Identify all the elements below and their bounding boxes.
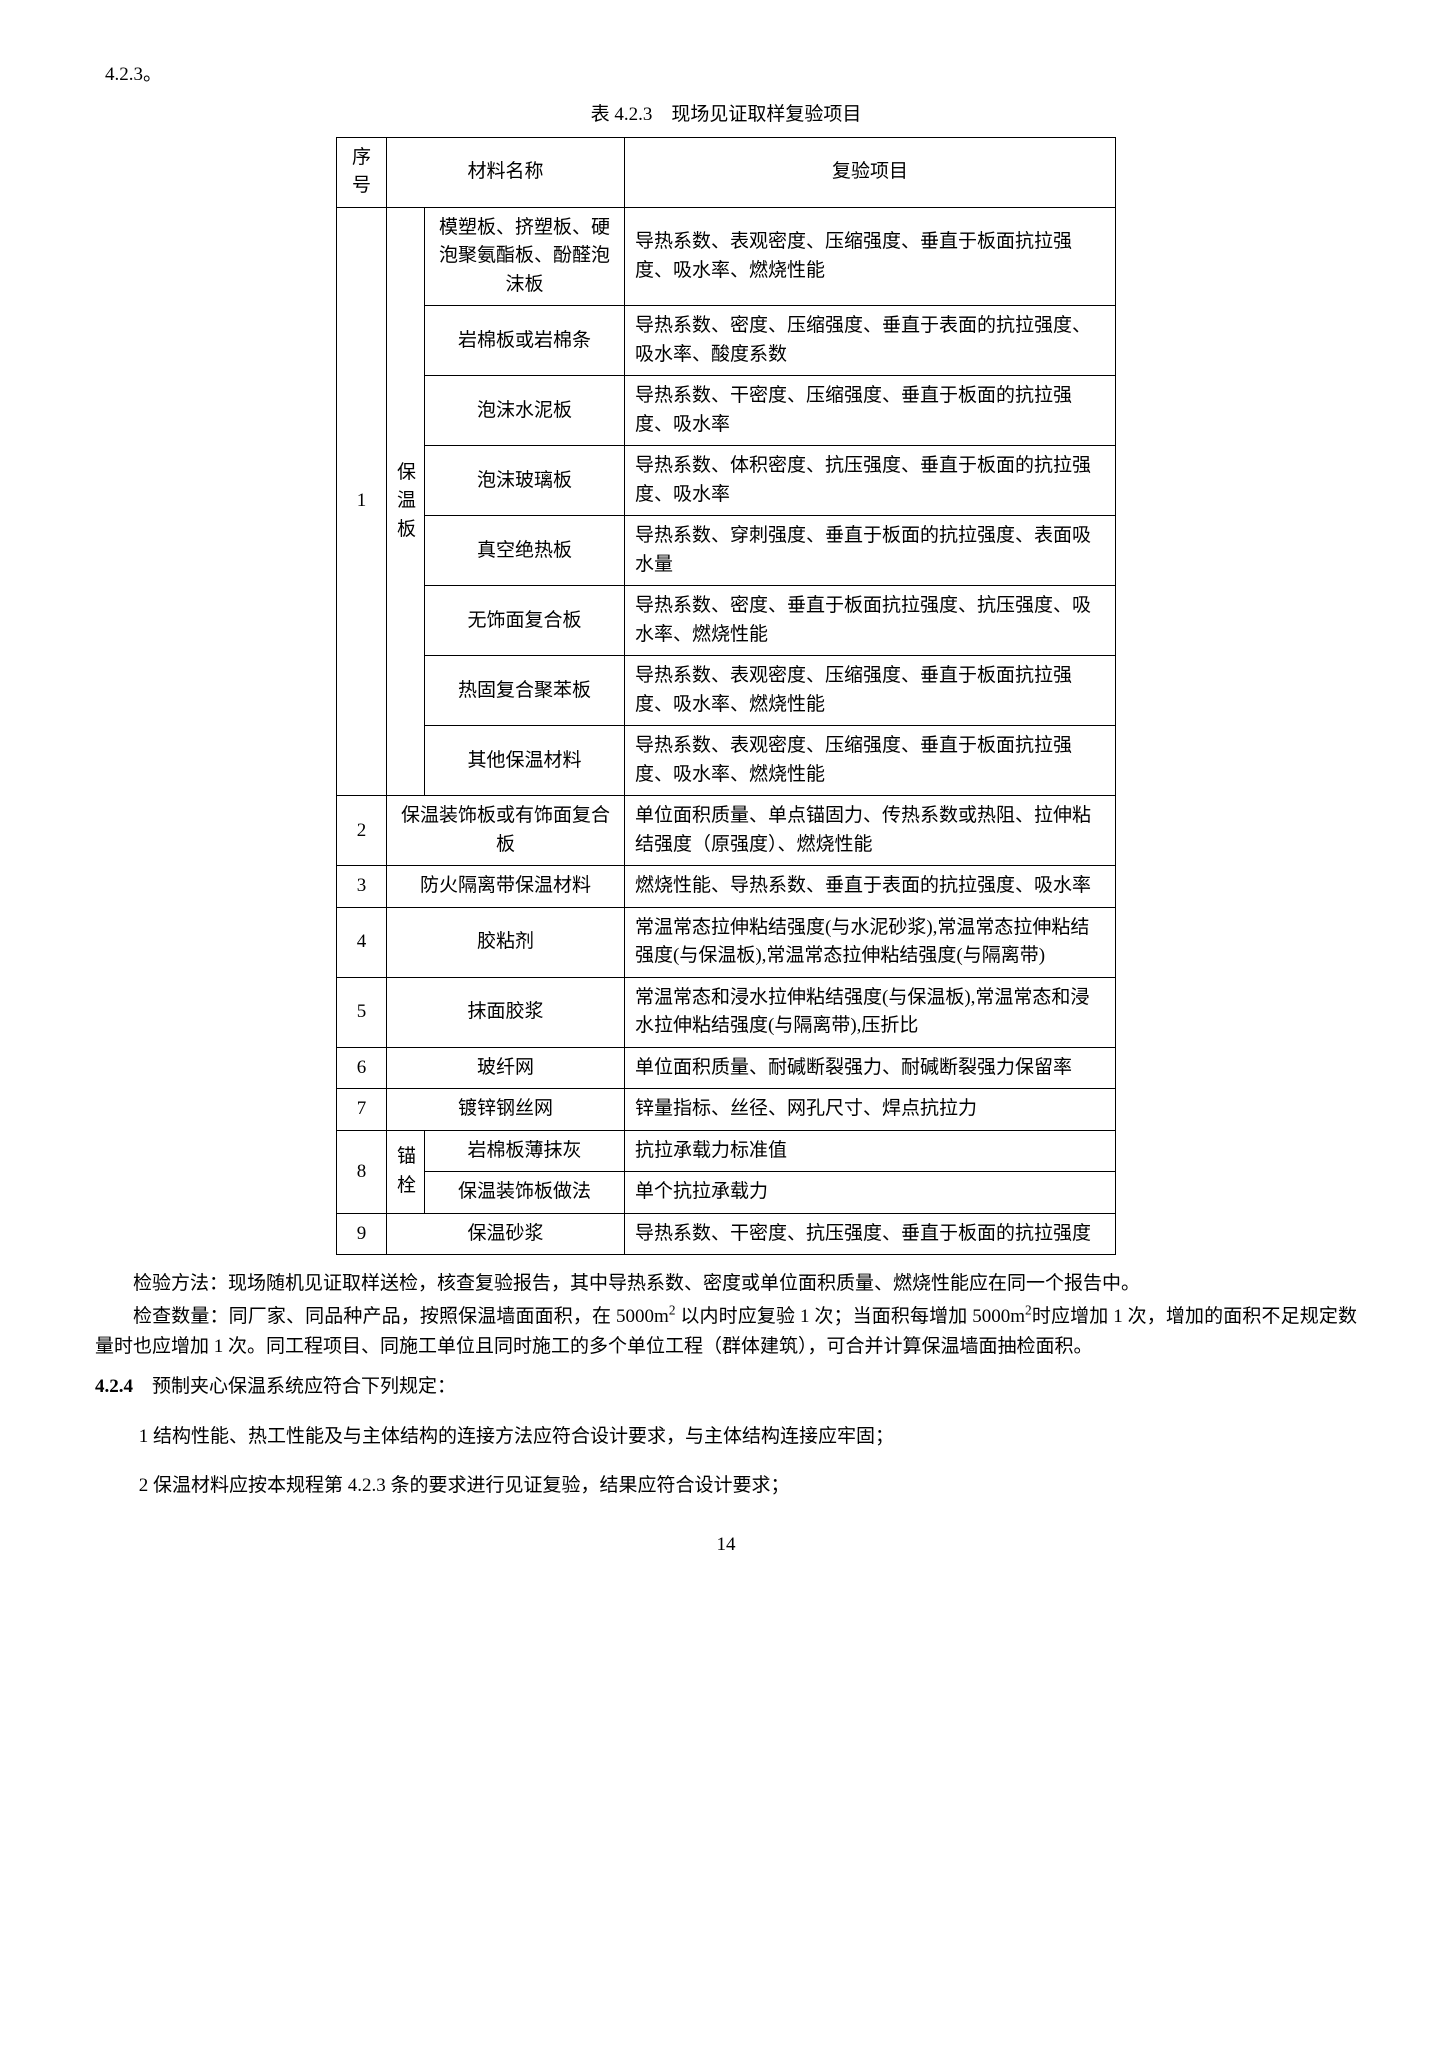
- table-title: 表 4.2.3 现场见证取样复验项目: [95, 100, 1357, 130]
- cell-material: 模塑板、挤塑板、硬泡聚氨酯板、酚醛泡沫板: [425, 207, 625, 306]
- cell-test: 单位面积质量、单点锚固力、传热系数或热阻、拉伸粘结强度（原强度）、燃烧性能: [625, 796, 1116, 866]
- table-header-row: 序号 材料名称 复验项目: [337, 137, 1116, 207]
- cell-test: 导热系数、穿刺强度、垂直于板面的抗拉强度、表面吸水量: [625, 516, 1116, 586]
- cell-test: 导热系数、干密度、压缩强度、垂直于板面的抗拉强度、吸水率: [625, 376, 1116, 446]
- cell-material: 胶粘剂: [387, 907, 625, 977]
- cell-material: 玻纤网: [387, 1047, 625, 1089]
- cell-test: 常温常态和浸水拉伸粘结强度(与保温板),常温常态和浸水拉伸粘结强度(与隔离带),…: [625, 977, 1116, 1047]
- cell-test: 导热系数、表观密度、压缩强度、垂直于板面抗拉强度、吸水率、燃烧性能: [625, 726, 1116, 796]
- clause-text: 预制夹心保温系统应符合下列规定：: [133, 1376, 456, 1397]
- cell-test: 单位面积质量、耐碱断裂强力、耐碱断裂强力保留率: [625, 1047, 1116, 1089]
- clause-number: 4.2.4: [95, 1376, 133, 1397]
- cell-seq: 3: [337, 866, 387, 908]
- cell-seq: 5: [337, 977, 387, 1047]
- cell-test: 导热系数、体积密度、抗压强度、垂直于板面的抗拉强度、吸水率: [625, 446, 1116, 516]
- table-row: 热固复合聚苯板 导热系数、表观密度、压缩强度、垂直于板面抗拉强度、吸水率、燃烧性…: [337, 656, 1116, 726]
- table-row: 其他保温材料 导热系数、表观密度、压缩强度、垂直于板面抗拉强度、吸水率、燃烧性能: [337, 726, 1116, 796]
- table-row: 1 保温板 模塑板、挤塑板、硬泡聚氨酯板、酚醛泡沫板 导热系数、表观密度、压缩强…: [337, 207, 1116, 306]
- cell-material: 岩棉板薄抹灰: [425, 1130, 625, 1172]
- cell-test: 导热系数、干密度、抗压强度、垂直于板面的抗拉强度: [625, 1213, 1116, 1255]
- cell-material: 泡沫玻璃板: [425, 446, 625, 516]
- cell-material: 真空绝热板: [425, 516, 625, 586]
- cell-material: 抹面胶浆: [387, 977, 625, 1047]
- paragraph-424: 4.2.4 预制夹心保温系统应符合下列规定：: [95, 1372, 1357, 1402]
- para2-part-a: 检查数量：同厂家、同品种产品，按照保温墙面面积，在 5000m: [133, 1306, 669, 1327]
- cell-test: 常温常态拉伸粘结强度(与水泥砂浆),常温常态拉伸粘结强度(与保温板),常温常态拉…: [625, 907, 1116, 977]
- table-row: 无饰面复合板 导热系数、密度、垂直于板面抗拉强度、抗压强度、吸水率、燃烧性能: [337, 586, 1116, 656]
- cell-material: 岩棉板或岩棉条: [425, 306, 625, 376]
- paragraph-inspection-method: 检验方法：现场随机见证取样送检，核查复验报告，其中导热系数、密度或单位面积质量、…: [95, 1269, 1357, 1299]
- cell-material: 保温装饰板或有饰面复合板: [387, 796, 625, 866]
- cell-test: 锌量指标、丝径、网孔尺寸、焊点抗拉力: [625, 1089, 1116, 1131]
- cell-material: 无饰面复合板: [425, 586, 625, 656]
- cell-test: 导热系数、表观密度、压缩强度、垂直于板面抗拉强度、吸水率、燃烧性能: [625, 656, 1116, 726]
- section-ref: 4.2.3。: [105, 60, 1357, 90]
- table-row: 真空绝热板 导热系数、穿刺强度、垂直于板面的抗拉强度、表面吸水量: [337, 516, 1116, 586]
- table-row: 保温装饰板做法 单个抗拉承载力: [337, 1172, 1116, 1214]
- table-row: 5 抹面胶浆 常温常态和浸水拉伸粘结强度(与保温板),常温常态和浸水拉伸粘结强度…: [337, 977, 1116, 1047]
- cell-seq: 7: [337, 1089, 387, 1131]
- cell-test: 燃烧性能、导热系数、垂直于表面的抗拉强度、吸水率: [625, 866, 1116, 908]
- cell-category: 锚栓: [387, 1130, 425, 1213]
- para2-part-b: 以内时应复验 1 次；当面积每增加 5000m: [675, 1306, 1025, 1327]
- th-material: 材料名称: [387, 137, 625, 207]
- list-item-1: 1 结构性能、热工性能及与主体结构的连接方法应符合设计要求，与主体结构连接应牢固…: [139, 1422, 1357, 1452]
- cell-test: 导热系数、密度、垂直于板面抗拉强度、抗压强度、吸水率、燃烧性能: [625, 586, 1116, 656]
- cell-test: 导热系数、表观密度、压缩强度、垂直于板面抗拉强度、吸水率、燃烧性能: [625, 207, 1116, 306]
- cell-seq: 9: [337, 1213, 387, 1255]
- cell-material: 泡沫水泥板: [425, 376, 625, 446]
- th-test: 复验项目: [625, 137, 1116, 207]
- paragraph-inspection-qty: 检查数量：同厂家、同品种产品，按照保温墙面面积，在 5000m 2 以内时应复验 …: [95, 1302, 1357, 1363]
- table-row: 7 镀锌钢丝网 锌量指标、丝径、网孔尺寸、焊点抗拉力: [337, 1089, 1116, 1131]
- cell-seq: 2: [337, 796, 387, 866]
- superscript-2: 2: [1025, 1302, 1032, 1317]
- table-row: 3 防火隔离带保温材料 燃烧性能、导热系数、垂直于表面的抗拉强度、吸水率: [337, 866, 1116, 908]
- cell-category: 保温板: [387, 207, 425, 796]
- cell-material: 防火隔离带保温材料: [387, 866, 625, 908]
- cell-test: 单个抗拉承载力: [625, 1172, 1116, 1214]
- inspection-table: 序号 材料名称 复验项目 1 保温板 模塑板、挤塑板、硬泡聚氨酯板、酚醛泡沫板 …: [336, 137, 1116, 1256]
- table-row: 6 玻纤网 单位面积质量、耐碱断裂强力、耐碱断裂强力保留率: [337, 1047, 1116, 1089]
- table-row: 4 胶粘剂 常温常态拉伸粘结强度(与水泥砂浆),常温常态拉伸粘结强度(与保温板)…: [337, 907, 1116, 977]
- cell-seq: 4: [337, 907, 387, 977]
- list-item-2: 2 保温材料应按本规程第 4.2.3 条的要求进行见证复验，结果应符合设计要求；: [139, 1471, 1357, 1501]
- table-row: 岩棉板或岩棉条 导热系数、密度、压缩强度、垂直于表面的抗拉强度、吸水率、酸度系数: [337, 306, 1116, 376]
- table-row: 泡沫玻璃板 导热系数、体积密度、抗压强度、垂直于板面的抗拉强度、吸水率: [337, 446, 1116, 516]
- cell-material: 其他保温材料: [425, 726, 625, 796]
- cell-material: 保温装饰板做法: [425, 1172, 625, 1214]
- table-row: 泡沫水泥板 导热系数、干密度、压缩强度、垂直于板面的抗拉强度、吸水率: [337, 376, 1116, 446]
- cell-material: 热固复合聚苯板: [425, 656, 625, 726]
- table-row: 8 锚栓 岩棉板薄抹灰 抗拉承载力标准值: [337, 1130, 1116, 1172]
- th-seq: 序号: [337, 137, 387, 207]
- cell-test: 抗拉承载力标准值: [625, 1130, 1116, 1172]
- cell-seq: 8: [337, 1130, 387, 1213]
- table-row: 9 保温砂浆 导热系数、干密度、抗压强度、垂直于板面的抗拉强度: [337, 1213, 1116, 1255]
- cell-test: 导热系数、密度、压缩强度、垂直于表面的抗拉强度、吸水率、酸度系数: [625, 306, 1116, 376]
- cell-seq: 6: [337, 1047, 387, 1089]
- table-row: 2 保温装饰板或有饰面复合板 单位面积质量、单点锚固力、传热系数或热阻、拉伸粘结…: [337, 796, 1116, 866]
- cell-material: 镀锌钢丝网: [387, 1089, 625, 1131]
- cell-seq: 1: [337, 207, 387, 796]
- page-number: 14: [95, 1530, 1357, 1560]
- cell-material: 保温砂浆: [387, 1213, 625, 1255]
